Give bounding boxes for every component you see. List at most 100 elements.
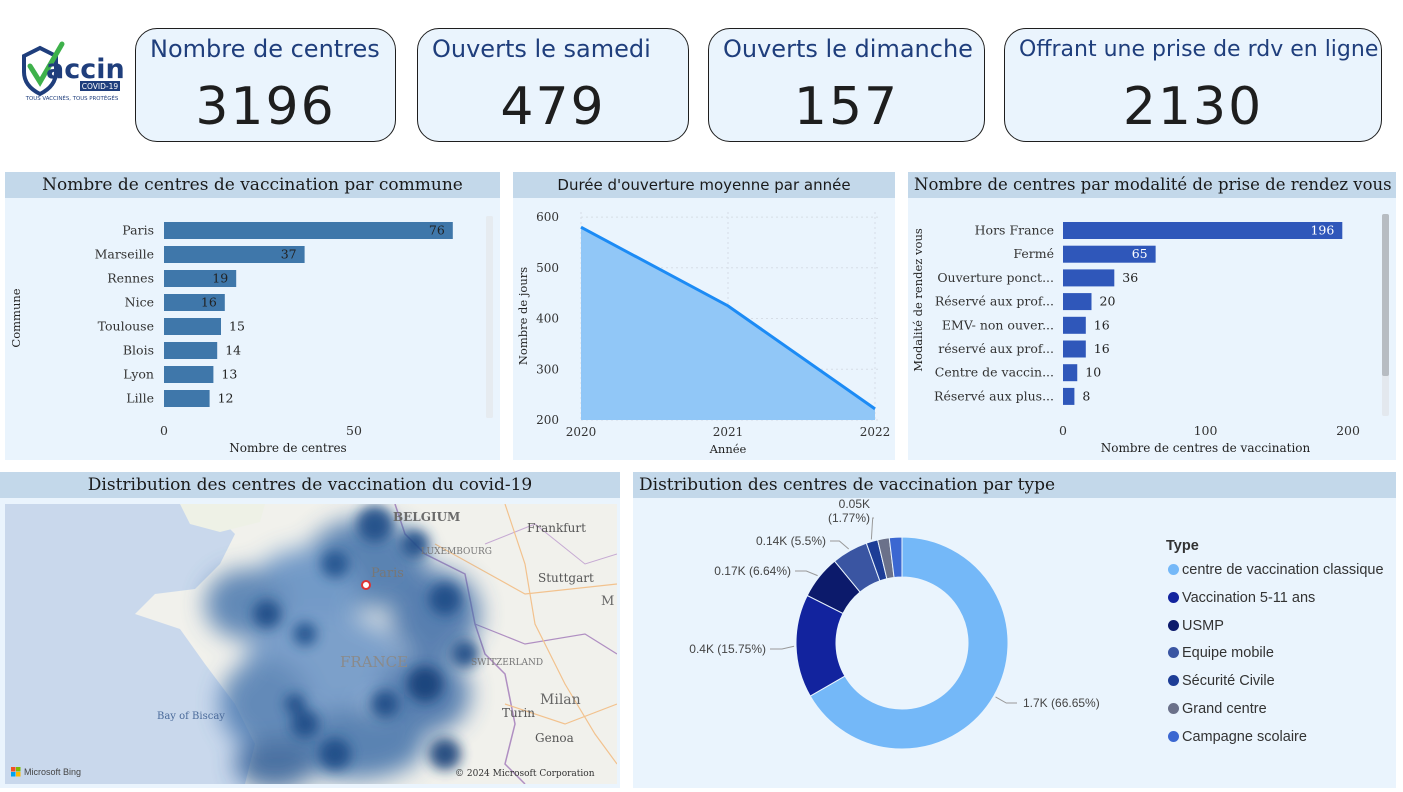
map-panel: Distribution des centres de vaccination … [0, 472, 620, 788]
data-label: 76 [429, 223, 445, 238]
x-axis-title: Nombre de centres [229, 441, 346, 455]
chart-panel-communes: Nombre de centres de vaccination par com… [5, 172, 500, 460]
heat-map[interactable]: BELGIUM LUXEMBOURG Frankfurt Stuttgart P… [5, 504, 617, 784]
data-label: 16 [201, 295, 217, 310]
bar[interactable] [1063, 222, 1343, 239]
bar[interactable] [164, 366, 214, 383]
y-tick-label: 400 [536, 312, 559, 326]
legend-title: Type [1166, 538, 1199, 554]
chart-title: Nombre de centres de vaccination par com… [5, 172, 500, 198]
y-axis-title: Modalité de rendez vous [911, 228, 925, 372]
legend-item[interactable]: Campagne scolaire [1168, 729, 1307, 745]
logo-word: accin [46, 54, 125, 85]
legend-swatch [1168, 647, 1179, 659]
kpi-value: 2130 [1122, 77, 1264, 137]
chart-title: Distribution des centres de vaccination … [633, 472, 1396, 498]
category-label: EMV- non ouver... [942, 317, 1054, 332]
category-label: Lyon [123, 367, 154, 382]
donut-slice[interactable] [888, 536, 903, 579]
bar[interactable] [164, 318, 221, 335]
y-axis-title: Nombre de jours [516, 267, 530, 365]
bar[interactable] [1063, 269, 1115, 287]
leader-line [795, 570, 818, 577]
x-tick-label: 200 [1336, 423, 1360, 438]
bar[interactable] [164, 342, 218, 359]
bar[interactable] [1063, 245, 1156, 263]
bar[interactable] [164, 294, 225, 311]
data-label: 10 [1085, 365, 1101, 380]
donut-slice[interactable] [809, 536, 1009, 750]
legend-label: Sécurité Civile [1182, 673, 1275, 690]
legend-label: Vaccination 5-11 ans [1182, 589, 1316, 606]
data-label: (1.77%) [828, 511, 870, 525]
series-line[interactable] [580, 225, 876, 411]
legend-item[interactable]: Vaccination 5-11 ans [1168, 590, 1315, 606]
bing-logo: Microsoft Bing [11, 767, 81, 777]
y-axis-title: Commune [9, 288, 23, 347]
data-label: 65 [1132, 246, 1148, 261]
category-label: Réservé aux prof... [935, 294, 1054, 309]
vaccin-logo: accin COVID-19 TOUS VACCINÉS, TOUS PROTÉ… [18, 38, 126, 108]
scrollbar-thumb[interactable] [1382, 214, 1389, 376]
chart-panel-type: Distribution des centres de vaccination … [633, 472, 1396, 788]
data-label: 0.4K (15.75%) [689, 642, 766, 656]
donut-chart-type: 1.7K (66.65%) 0.4K (15.75%) 0.17K (6.64%) 0… [689, 498, 1100, 750]
legend-item[interactable]: Sécurité Civile [1168, 673, 1275, 689]
x-tick-label: 50 [346, 423, 362, 438]
bar[interactable] [164, 222, 453, 239]
legend-item[interactable]: centre de vaccination classique [1168, 562, 1384, 578]
kpi-card-centres: Nombre de centres 3196 [135, 28, 396, 142]
category-label: Marseille [95, 247, 154, 262]
bar[interactable] [164, 246, 305, 263]
data-label: 0.17K (6.64%) [714, 564, 791, 578]
bar[interactable] [1063, 316, 1086, 334]
data-label: 16 [1094, 317, 1110, 332]
legend-item[interactable]: Grand centre [1168, 701, 1267, 717]
map-title: Distribution des centres de vaccination … [0, 472, 620, 498]
x-tick-label: 2021 [713, 425, 744, 439]
category-label: Blois [123, 343, 154, 358]
map-label-stuttgart: Stuttgart [538, 571, 594, 585]
chart-title: Durée d'ouverture moyenne par année [513, 172, 895, 198]
category-label: Lille [126, 391, 154, 406]
area-chart-duree: 600 500 400 300 200 2020 2021 2022 Année Nombre d… [516, 210, 891, 456]
bar[interactable] [1063, 387, 1075, 405]
data-label: 0.05K [839, 498, 870, 511]
y-tick-label: 300 [536, 362, 559, 376]
legend-label: Grand centre [1182, 701, 1267, 717]
x-tick-label: 100 [1194, 423, 1218, 438]
legend-item[interactable]: Equipe mobile [1168, 645, 1274, 661]
kpi-value: 3196 [195, 77, 336, 137]
scrollbar-thumb[interactable] [486, 216, 493, 418]
x-tick-label: 2020 [566, 425, 597, 439]
map-label-luxembourg: LUXEMBOURG [421, 547, 492, 557]
data-label: 0.14K (5.5%) [756, 534, 826, 548]
legend-swatch [1168, 730, 1179, 742]
bar[interactable] [1063, 293, 1092, 311]
bar-chart-communes: Paris 76 Marseille 37 Rennes 19 Nice 16 Toulouse… [9, 216, 493, 455]
bar[interactable] [1063, 364, 1078, 382]
kpi-card-samedi: Ouverts le samedi 479 [417, 28, 689, 142]
bar[interactable] [1063, 340, 1086, 358]
x-tick-label: 0 [160, 423, 168, 438]
logo-sub: COVID-19 [82, 82, 119, 91]
leader-line [770, 645, 795, 650]
map-provider: Microsoft Bing [24, 767, 81, 777]
legend-item[interactable]: USMP [1168, 618, 1224, 634]
legend-label: Equipe mobile [1182, 645, 1274, 662]
category-label: Toulouse [98, 319, 154, 334]
legend-swatch [1168, 675, 1179, 687]
bar[interactable] [164, 390, 210, 407]
data-label: 12 [218, 391, 234, 406]
chart-panel-modalite: Nombre de centres par modalité de prise … [908, 172, 1396, 460]
paris-marker[interactable] [361, 580, 371, 590]
legend-swatch [1168, 703, 1179, 714]
legend-label: Campagne scolaire [1182, 728, 1307, 745]
map-label-switzerland: SWITZERLAND [471, 658, 543, 668]
leader-line [830, 540, 850, 550]
x-tick-label: 2022 [860, 425, 891, 439]
bar[interactable] [164, 270, 237, 287]
map-label-milan: Milan [540, 692, 581, 708]
map-label-m: M [601, 594, 614, 609]
data-label: 15 [229, 319, 245, 334]
